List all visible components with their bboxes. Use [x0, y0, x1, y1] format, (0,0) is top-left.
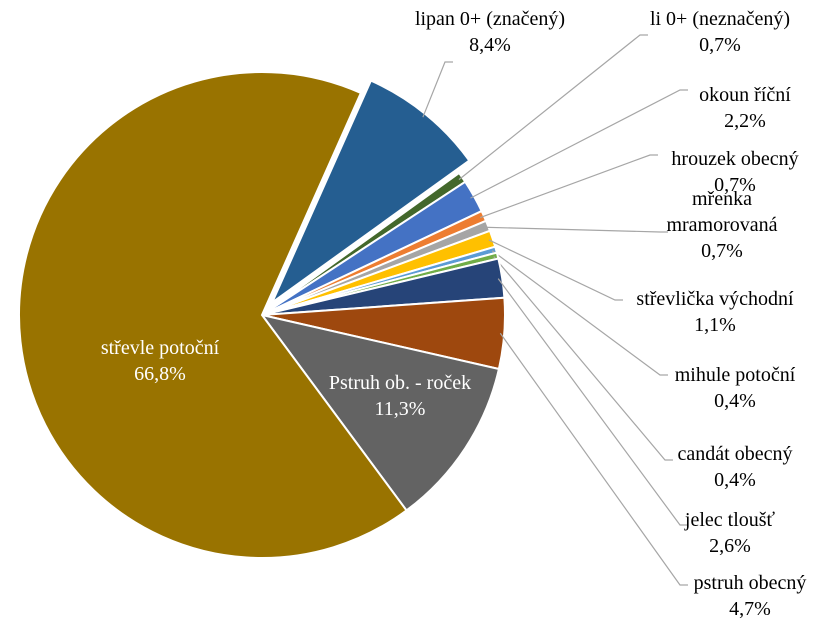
data-label: mihule potoční 0,4% — [675, 362, 796, 414]
data-label: střevlička východní 1,1% — [636, 286, 793, 338]
category-label: li 0+ (neznačený) — [649, 8, 791, 30]
data-label: li 0+ (neznačený) 0,7% — [650, 6, 790, 58]
data-label: Pstruh ob. - roček 11,3% — [329, 370, 471, 422]
value-label: 2,2% — [724, 110, 766, 132]
data-label: pstruh obecný 4,7% — [694, 570, 807, 622]
leader-line — [470, 89, 688, 199]
value-label: 0,4% — [714, 469, 756, 491]
pie-slice — [259, 313, 501, 512]
value-label: 8,4% — [469, 34, 511, 56]
category-label: hrouzek obecný — [671, 148, 799, 170]
value-label: 0,7% — [701, 240, 743, 262]
category-label: střevlička východní — [636, 288, 794, 310]
leader-line — [499, 332, 688, 586]
value-label: 66,8% — [134, 363, 186, 385]
category-label: pstruh obecný — [693, 572, 807, 594]
leader-line — [493, 256, 673, 461]
leader-line — [488, 239, 623, 301]
value-label: 0,4% — [714, 390, 756, 412]
category-label: mihule potoční — [674, 364, 796, 386]
category-label: jelec tloušť — [684, 509, 776, 531]
category-label: mřenka mramorovaná — [666, 188, 778, 236]
data-label: hrouzek obecný 0,7% — [671, 146, 798, 198]
category-label: střevle potoční — [100, 337, 220, 359]
leader-line — [491, 250, 668, 376]
leader-line — [458, 34, 648, 181]
leader-line — [497, 278, 688, 526]
value-label: 1,1% — [694, 314, 736, 336]
leader-line — [480, 154, 658, 219]
value-label: 11,3% — [374, 398, 426, 420]
data-label: candát obecný 0,4% — [678, 441, 793, 493]
leader-line — [484, 226, 668, 233]
value-label: 2,6% — [709, 535, 751, 557]
category-label: okoun říční — [699, 84, 791, 106]
data-label: jelec tloušť 2,6% — [685, 507, 775, 559]
category-label: candát obecný — [677, 443, 793, 465]
data-label: střevle potoční 66,8% — [101, 335, 219, 387]
data-label: mřenka mramorovaná 0,7% — [647, 186, 797, 264]
value-label: 0,7% — [699, 34, 741, 56]
pie-slice — [18, 71, 408, 559]
leader-line — [422, 61, 453, 118]
value-label: 0,7% — [714, 174, 756, 196]
category-label: lipan 0+ (značený) — [414, 8, 566, 30]
pie-slice — [269, 79, 471, 306]
value-label: 4,7% — [729, 598, 771, 620]
data-label: okoun říční 2,2% — [699, 82, 791, 134]
data-label: lipan 0+ (značený) 8,4% — [415, 6, 565, 58]
category-label: Pstruh ob. - roček — [328, 372, 472, 394]
